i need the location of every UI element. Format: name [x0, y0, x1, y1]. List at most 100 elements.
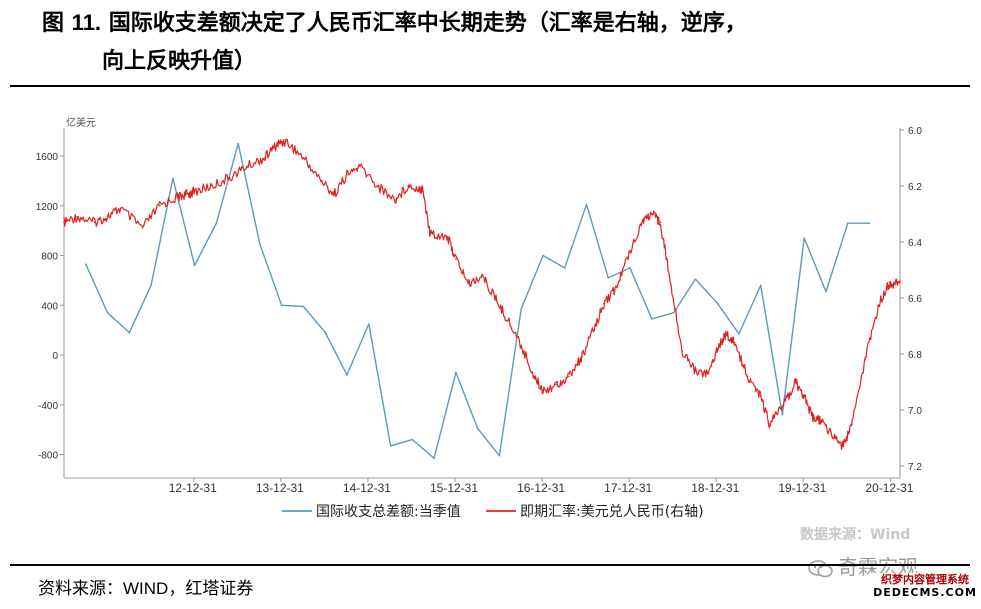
- balance-data-point: [280, 304, 283, 307]
- rate-data-point: [890, 283, 893, 285]
- balance-data-point: [738, 333, 740, 335]
- chart-series: [63, 138, 901, 460]
- left-axis-tick-label: 800: [41, 252, 58, 263]
- right-axis-tick-label: 6.8: [908, 350, 922, 361]
- balance-data-point: [302, 305, 305, 308]
- left-axis-tick-label: -800: [38, 451, 58, 462]
- legend-label-balance: 国际收支总差额:当季值: [316, 504, 461, 520]
- balance-data-point: [846, 222, 849, 224]
- right-axis-tick-label: 6.4: [908, 238, 922, 249]
- chart-axes: 亿美元 1600 1200 800 400 0 -400 -800 6.0 6.2 6.4 6.6 6.…: [36, 116, 923, 495]
- rate-data-point: [520, 344, 522, 347]
- rate-data-point: [158, 204, 161, 207]
- left-axis-tick-label: 1600: [36, 152, 59, 163]
- balance-data-point: [172, 177, 174, 180]
- rate-data-point: [668, 274, 671, 277]
- left-axis-unit-label: 亿美元: [66, 116, 96, 129]
- balance-data-point: [476, 427, 479, 430]
- x-axis-tick-label: 17-12-31: [604, 481, 652, 495]
- rate-data-point: [333, 193, 335, 196]
- rate-data-point: [768, 423, 771, 425]
- rate-data-point: [594, 325, 597, 327]
- x-axis-tick-label: 12-12-31: [169, 481, 217, 495]
- footer-label: 资料来源：: [38, 579, 123, 599]
- rate-data-point: [93, 221, 96, 224]
- x-axis-tick-label: 16-12-31: [517, 481, 565, 495]
- rate-data-point: [803, 395, 806, 397]
- rate-data-point: [616, 286, 618, 288]
- balance-data-point: [150, 284, 152, 287]
- balance-data-point: [128, 331, 131, 334]
- rate-data-point: [877, 305, 880, 308]
- chart-legend: 国际收支总差额:当季值 即期汇率:美元兑人民币(右轴): [282, 503, 704, 520]
- x-axis-tick-label: 15-12-31: [430, 481, 478, 495]
- balance-data-point: [84, 263, 87, 266]
- balance-data-point: [542, 254, 544, 257]
- balance-data-point: [259, 243, 261, 246]
- rate-data-point: [285, 140, 287, 142]
- balance-data-point: [607, 277, 610, 279]
- rate-data-point: [119, 207, 122, 210]
- rate-series-line: [63, 138, 901, 450]
- rate-data-point: [781, 406, 784, 409]
- data-source-badge: 数据来源：Wind: [800, 527, 911, 543]
- x-axis-tick-label: 14-12-31: [343, 481, 391, 495]
- balance-data-point: [868, 222, 871, 224]
- rate-data-point: [446, 235, 448, 238]
- balance-data-point: [411, 438, 414, 441]
- balance-data-point: [694, 278, 697, 280]
- balance-data-point: [563, 267, 566, 269]
- rate-data-point: [629, 249, 631, 252]
- rate-data-point: [63, 221, 65, 224]
- rate-data-point: [320, 179, 322, 182]
- balance-data-point: [455, 371, 457, 374]
- rate-data-point: [681, 350, 684, 353]
- balance-data-point: [651, 318, 653, 320]
- rate-data-point: [568, 375, 570, 378]
- balance-data-point: [781, 413, 784, 416]
- title-number: 11.: [71, 10, 102, 35]
- rate-data-point: [507, 319, 509, 322]
- rate-data-point: [428, 232, 431, 235]
- x-axis-tick-label: 18-12-31: [691, 481, 739, 495]
- site-watermark: 织梦内容管理系统 DEDECMS.COM: [870, 573, 980, 599]
- rate-data-point: [263, 157, 266, 159]
- rate-data-point: [106, 216, 109, 218]
- x-axis-tick-label: 20-12-31: [865, 481, 913, 495]
- rate-data-point: [864, 358, 866, 361]
- rate-data-point: [193, 190, 196, 193]
- balance-data-point: [237, 142, 239, 145]
- legend-label-rate: 即期汇率:美元兑人民币(右轴): [520, 503, 704, 520]
- wechat-icon: [808, 559, 833, 577]
- rate-data-point: [794, 381, 797, 383]
- rate-data-point: [555, 384, 557, 386]
- left-axis-tick-label: 0: [52, 351, 58, 362]
- balance-data-point: [520, 308, 522, 310]
- rate-data-point: [481, 274, 483, 277]
- balance-data-point: [716, 301, 718, 304]
- balance-data-point: [759, 284, 762, 287]
- balance-data-point: [324, 331, 327, 334]
- rate-data-point: [603, 302, 605, 305]
- rate-data-point: [659, 221, 662, 224]
- rate-data-point: [533, 375, 536, 378]
- balance-data-point: [825, 290, 827, 293]
- rate-data-point: [494, 297, 496, 299]
- left-axis-tick-label: 1200: [36, 202, 59, 213]
- chart: 亿美元 1600 1200 800 400 0 -400 -800 6.0 6.2 6.4 6.6 6.…: [36, 116, 923, 520]
- rate-data-point: [211, 185, 213, 187]
- figure-title: 图 11. 国际收支差额决定了人民币汇率中长期走势（汇率是右轴，逆序， 向上反映…: [42, 4, 972, 81]
- x-axis-tick-label: 13-12-31: [256, 481, 304, 495]
- rate-data-point: [642, 218, 644, 221]
- balance-data-point: [498, 454, 501, 457]
- rate-data-point: [420, 188, 422, 190]
- balance-data-point: [389, 444, 392, 447]
- footer-source: 资料来源：WIND，红塔证券: [38, 574, 253, 599]
- rate-data-point: [651, 213, 653, 215]
- balance-data-point: [106, 311, 109, 314]
- rate-data-point: [468, 283, 470, 285]
- rate-data-point: [185, 193, 187, 196]
- balance-data-point: [346, 374, 348, 376]
- rate-data-point: [899, 280, 901, 283]
- rate-data-point: [542, 389, 544, 392]
